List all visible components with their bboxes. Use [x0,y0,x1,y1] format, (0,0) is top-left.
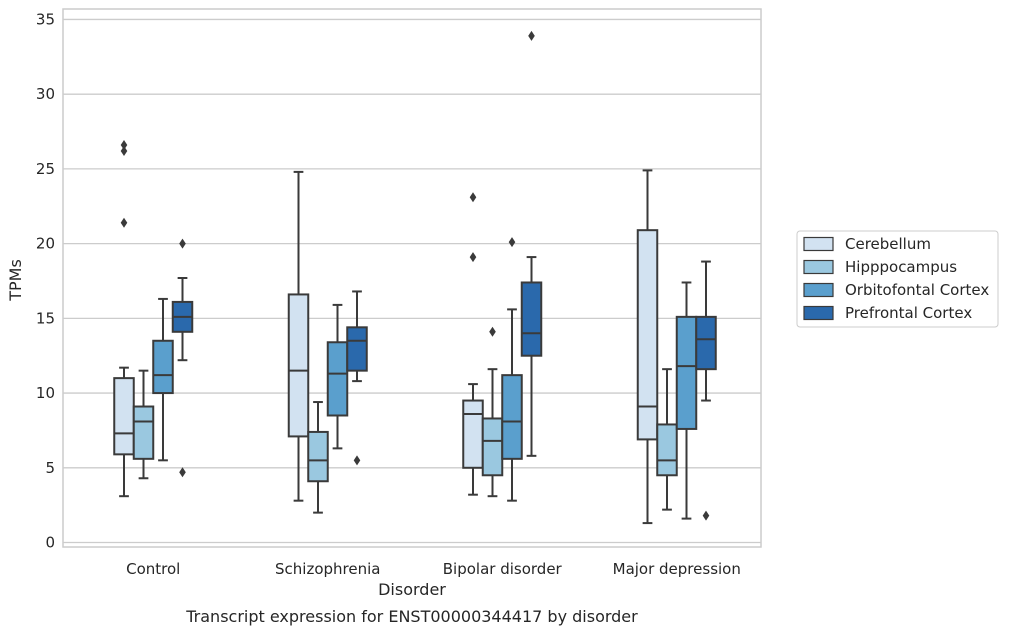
legend-label: Orbitofontal Cortex [845,281,989,299]
outlier-point [120,139,128,150]
y-tick-label: 0 [45,534,55,552]
y-tick-label: 35 [36,10,55,28]
outlier-point [508,237,516,248]
outlier-point [179,467,186,478]
box-hipppocampus [307,401,329,514]
box-orbitofontal-cortex [152,297,174,462]
box-body [501,374,523,460]
legend-swatch [803,282,834,298]
box-body [346,326,368,372]
outlier-point [469,192,477,203]
legend: Cerebellum Hipppocampus Orbitofontal Corte… [796,230,999,328]
box-prefrontal-cortex [346,290,368,466]
box-body [462,399,484,469]
y-tick-label: 25 [36,160,55,178]
box-body [520,281,543,357]
y-tick-label: 10 [36,384,55,402]
box-body [636,229,659,441]
x-axis-ticks: Control Schizophrenia Bipolar disorder Majo… [126,560,741,578]
legend-swatch [803,305,834,321]
box-cerebellum [113,139,135,498]
legend-label: Prefrontal Cortex [845,304,972,322]
box-body [132,405,155,460]
y-tick-label: 5 [45,459,55,477]
box-body [326,341,349,417]
box-prefrontal-cortex [695,260,717,521]
box-orbitofontal-cortex [326,303,349,450]
boxes-layer [113,30,717,525]
box-body [656,423,678,477]
outlier-point [120,145,128,156]
box-cerebellum [462,192,484,496]
outlier-point [702,510,710,521]
box-body [287,293,310,438]
legend-items: Cerebellum Hipppocampus Orbitofontal Corte… [803,235,989,322]
box-body [113,377,135,456]
box-orbitofontal-cortex [675,281,698,520]
y-axis-label: TPMs [6,259,25,302]
outlier-point [353,455,361,466]
y-axis-ticks: 0 5 10 15 20 25 30 35 [36,10,55,551]
legend-swatch [803,236,834,252]
legend-label: Hipppocampus [845,258,957,276]
box-cerebellum [636,169,659,525]
y-tick-label: 30 [36,85,55,103]
legend-label: Cerebellum [845,235,931,253]
legend-frame [796,230,999,328]
x-tick-label: Schizophrenia [275,560,380,578]
box-body [675,315,698,430]
box-hipppocampus [481,326,504,498]
x-tick-label: Major depression [613,560,741,578]
outlier-point [528,30,535,41]
box-hipppocampus [656,368,678,511]
x-axis-label: Disorder [378,580,446,599]
plot-frame [62,8,762,548]
box-body [481,417,504,477]
x-tick-label: Control [126,560,180,578]
outlier-point [469,252,477,263]
outlier-point [120,217,128,228]
outlier-point [179,238,186,249]
legend-swatch [803,259,834,275]
y-tick-label: 15 [36,309,55,327]
box-hipppocampus [132,369,155,480]
box-cerebellum [287,170,310,502]
box-body [307,430,329,483]
box-prefrontal-cortex [520,30,543,457]
x-tick-label: Bipolar disorder [443,560,563,578]
box-body [695,315,717,371]
chart-caption: Transcript expression for ENST0000034441… [185,607,638,626]
box-body [152,339,174,395]
box-orbitofontal-cortex [501,237,523,502]
outlier-point [489,326,496,337]
y-tick-label: 20 [36,235,55,253]
box-prefrontal-cortex [171,238,194,478]
